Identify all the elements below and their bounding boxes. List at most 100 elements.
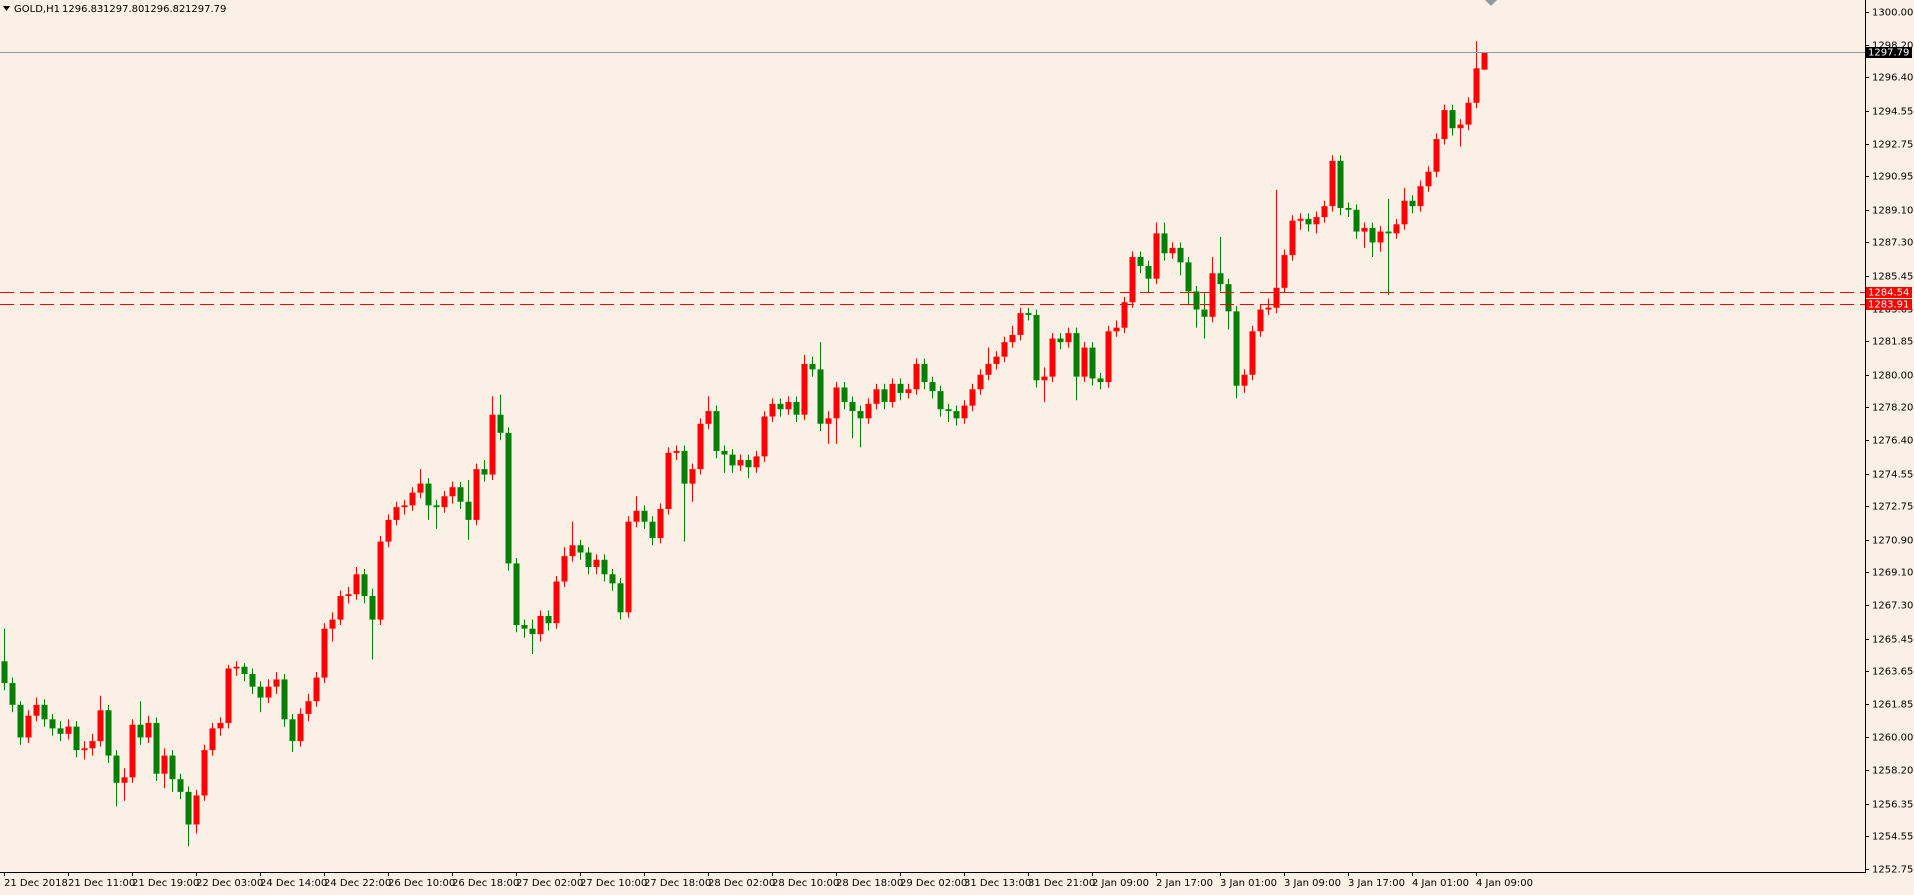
candle-body <box>1081 347 1088 377</box>
candle-body <box>969 389 976 406</box>
candle-body <box>1105 331 1112 383</box>
candle-body <box>625 521 632 613</box>
candle-body <box>985 363 992 375</box>
candle-body <box>481 469 488 475</box>
candle-body <box>777 403 784 410</box>
candle-body <box>1449 110 1456 129</box>
candle-body <box>753 456 760 468</box>
candle-body <box>113 755 120 783</box>
y-tick-label: 1267.30 <box>1872 601 1913 612</box>
candle-body <box>705 411 712 424</box>
candle-body <box>457 487 464 502</box>
candle-body <box>305 701 312 714</box>
y-tick-label: 1276.40 <box>1872 436 1913 447</box>
candle-body <box>905 389 912 393</box>
candle-body <box>1313 217 1320 225</box>
shift-marker[interactable] <box>1485 0 1497 6</box>
y-tick-label: 1258.20 <box>1872 766 1913 777</box>
candle-body <box>505 432 512 564</box>
y-tick-label: 1294.55 <box>1872 107 1913 118</box>
level-label: 1284.54 <box>1868 288 1909 299</box>
candle-body <box>225 668 232 723</box>
candle-body <box>553 581 560 624</box>
candle-body <box>1153 233 1160 279</box>
candle-body <box>1385 231 1392 234</box>
y-tick-label: 1263.65 <box>1872 667 1913 678</box>
x-tick-label: 27 Dec 10:00 <box>580 878 647 889</box>
candle-body <box>1377 231 1384 243</box>
candle-body <box>369 596 376 620</box>
candle-body <box>1209 273 1216 317</box>
candle-body <box>33 704 40 716</box>
candle-body <box>633 510 640 522</box>
candle-body <box>1481 52 1488 70</box>
candle-body <box>473 469 480 520</box>
candle-body <box>1337 160 1344 208</box>
y-tick-label: 1290.95 <box>1872 172 1913 183</box>
candle-body <box>1433 139 1440 172</box>
x-tick-label: 27 Dec 02:00 <box>516 878 583 889</box>
candle-body <box>217 722 224 729</box>
candle-body <box>1145 266 1152 279</box>
candle-body <box>1225 284 1232 312</box>
candle-body <box>73 726 80 751</box>
candle-body <box>121 777 128 783</box>
candle-body <box>825 418 832 424</box>
candle-body <box>649 521 656 538</box>
menu-arrow[interactable] <box>3 6 10 11</box>
candle-body <box>1097 378 1104 383</box>
candle-body <box>1417 186 1424 207</box>
candle-body <box>569 545 576 557</box>
candle-body <box>1065 333 1072 343</box>
candle-body <box>41 704 48 720</box>
symbol: GOLD,H1 <box>14 4 60 15</box>
candle-body <box>513 563 520 626</box>
y-tick-label: 1281.85 <box>1872 337 1913 348</box>
candle-body <box>617 583 624 613</box>
y-tick-label: 1296.40 <box>1872 73 1913 84</box>
candle-body <box>1425 171 1432 187</box>
candle-body <box>833 387 840 419</box>
candle-body <box>601 559 608 575</box>
y-tick-label: 1256.35 <box>1872 800 1913 811</box>
candle-body <box>1177 247 1184 263</box>
candle-body <box>249 673 256 687</box>
candle-body <box>793 402 800 415</box>
candle-body <box>673 450 680 453</box>
x-tick-label: 3 Jan 17:00 <box>1348 878 1405 889</box>
candle-body <box>497 414 504 433</box>
candle-body <box>1273 287 1280 308</box>
candle-body <box>1185 262 1192 292</box>
x-tick-label: 28 Dec 10:00 <box>772 878 839 889</box>
candle-body <box>401 505 408 508</box>
candle-body <box>937 391 944 410</box>
candle-body <box>785 402 792 410</box>
y-tick-label: 1254.55 <box>1872 832 1913 843</box>
y-tick-label: 1287.30 <box>1872 238 1913 249</box>
candle-body <box>17 704 24 738</box>
y-tick-label: 1274.55 <box>1872 470 1913 481</box>
candle-body <box>817 369 824 424</box>
candle-body <box>1401 200 1408 225</box>
x-tick-label: 28 Dec 02:00 <box>708 878 775 889</box>
candle-body <box>561 556 568 582</box>
candle-body <box>265 686 272 698</box>
y-tick-label: 1272.75 <box>1872 502 1913 513</box>
candle-body <box>873 389 880 404</box>
x-tick-label: 26 Dec 10:00 <box>388 878 455 889</box>
candle-body <box>65 726 72 734</box>
candle-body <box>1321 206 1328 218</box>
y-tick-label: 1298.20 <box>1872 41 1913 52</box>
candle-body <box>1249 331 1256 375</box>
candle-body <box>1329 160 1336 207</box>
candle-body <box>353 574 360 595</box>
candle-body <box>593 559 600 568</box>
candle-body <box>1257 309 1264 332</box>
level-label-box <box>1866 287 1912 298</box>
bid-label: 1297.79 <box>1868 48 1909 59</box>
candle-body <box>25 715 32 738</box>
y-tick-label: 1300.00 <box>1872 8 1913 19</box>
candle-body <box>313 677 320 702</box>
candle-body <box>1049 338 1056 377</box>
candle-body <box>9 683 16 705</box>
